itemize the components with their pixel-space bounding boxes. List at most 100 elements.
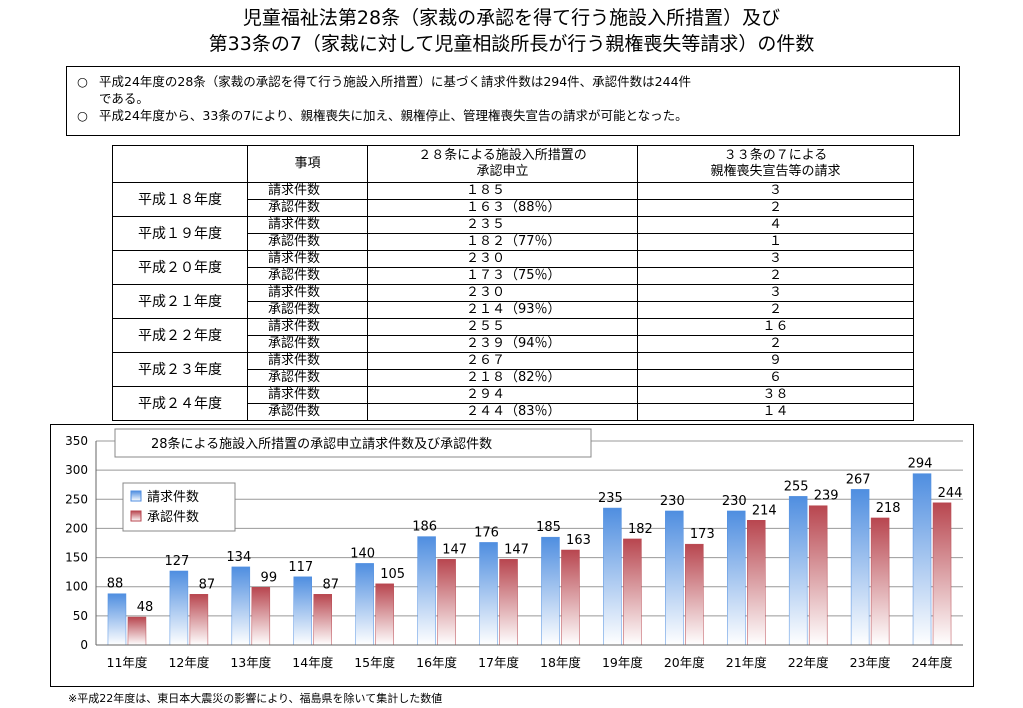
bar-request — [788, 496, 808, 646]
bar-approval — [932, 502, 952, 646]
data-label: 185 — [536, 520, 561, 535]
legend-swatch — [130, 490, 142, 502]
bar-request — [293, 576, 312, 646]
year-cell: 平成２２年度 — [112, 318, 248, 353]
data-label: 255 — [784, 479, 809, 494]
item-cell: 請求件数 — [247, 182, 368, 200]
x-tick-label: 20年度 — [664, 655, 705, 670]
note-1-cont: である。 — [99, 91, 149, 106]
data-label: 218 — [876, 501, 901, 516]
table-row: 承認件数 ２４４（83％） １４ — [113, 403, 914, 421]
table-row: 平成１８年度 請求件数 １８５ ３ — [112, 182, 914, 217]
data-label: 147 — [504, 542, 529, 557]
item-cell: 承認件数 — [247, 267, 368, 285]
bar-approval — [685, 543, 704, 646]
bar-request — [603, 507, 622, 646]
art28-value-cell: １８２（77％） — [367, 233, 638, 251]
data-label: 267 — [846, 472, 871, 487]
page-title-line1: 児童福祉法第28条（家裁の承認を得て行う施設入所措置）及び — [242, 7, 781, 29]
data-label: 235 — [598, 491, 623, 506]
bar-approval — [747, 520, 766, 646]
legend-swatch — [130, 510, 142, 522]
bar-request — [912, 473, 932, 646]
bar-approval — [623, 538, 642, 646]
art33-value-cell: ２ — [637, 267, 914, 285]
art33-value-cell: １ — [637, 233, 914, 251]
y-tick-label: 100 — [65, 580, 88, 594]
art33-value-cell: ４ — [637, 216, 914, 234]
bullet-mark: ○ — [77, 108, 88, 123]
chart-container: 0 50 100 150 200 250 300 350 88 48 11年度 127 87 12年度 13… — [50, 424, 974, 687]
data-label: 230 — [722, 494, 747, 509]
art28-value-cell: ２４４（83％） — [367, 403, 638, 421]
bar-request — [727, 510, 746, 646]
table-row: 承認件数 ２１４（93％） ２ — [113, 301, 914, 319]
table-row: 承認件数 ２１８（82％） ６ — [113, 369, 914, 387]
data-label: 134 — [226, 550, 251, 565]
table-row: 平成２２年度 請求件数 ２５５ １６ — [112, 318, 914, 353]
item-cell: 請求件数 — [247, 318, 368, 336]
data-label: 214 — [752, 503, 777, 518]
art28-value-cell: ２３０ — [367, 284, 638, 302]
bar-request — [231, 566, 251, 646]
table-row: 平成２０年度 請求件数 ２３０ ３ — [112, 250, 914, 285]
bar-request — [479, 542, 498, 646]
art33-value-cell: ２ — [637, 199, 914, 217]
x-tick-label: 19年度 — [602, 655, 643, 670]
art28-value-cell: ２６７ — [367, 352, 638, 370]
item-cell: 承認件数 — [247, 199, 368, 217]
table-row: 平成１９年度 請求件数 ２３５ ４ — [112, 216, 914, 251]
item-cell: 承認件数 — [247, 301, 368, 319]
item-cell: 承認件数 — [247, 369, 368, 387]
table-row: 承認件数 ２３９（94％） ２ — [113, 335, 914, 353]
bullet-mark: ○ — [77, 74, 88, 89]
art33-value-cell: ３８ — [637, 386, 914, 404]
data-label: 127 — [164, 554, 189, 569]
bar-request — [850, 489, 870, 646]
bar-approval — [561, 549, 580, 646]
data-label: 182 — [628, 522, 653, 537]
data-label: 140 — [350, 546, 375, 561]
x-tick-label: 14年度 — [292, 655, 333, 670]
note-2: ○ 平成24年度から、33条の7により、親権喪失に加え、親権停止、管理権喪失宣告… — [77, 107, 949, 124]
header-item: 事項 — [247, 145, 368, 183]
header-art33: ３３条の７による 親権喪失宣告等の請求 — [637, 145, 914, 183]
chart-title-box — [114, 428, 592, 458]
data-label: 105 — [380, 567, 405, 582]
bar-request — [665, 510, 684, 646]
art33-value-cell: ３ — [637, 250, 914, 268]
year-cell: 平成２４年度 — [112, 386, 248, 421]
legend-label: 請求件数 — [147, 490, 199, 505]
data-label: 244 — [938, 486, 963, 501]
data-label: 186 — [412, 520, 437, 535]
art28-value-cell: ２１８（82％） — [367, 369, 638, 387]
data-label: 88 — [107, 577, 124, 592]
art33-value-cell: ３ — [637, 284, 914, 302]
note-1: ○ 平成24年度の28条（家裁の承認を得て行う施設入所措置）に基づく請求件数は2… — [77, 73, 949, 90]
table-row: 平成２４年度 請求件数 ２９４ ３８ — [112, 386, 914, 421]
art28-value-cell: １８５ — [367, 182, 638, 200]
x-tick-label: 23年度 — [850, 655, 891, 670]
bar-request — [355, 563, 374, 646]
bar-approval — [189, 594, 209, 646]
note-2-text: 平成24年度から、33条の7により、親権喪失に加え、親権停止、管理権喪失宣告の請… — [99, 108, 688, 123]
data-label: 239 — [814, 489, 839, 504]
art28-value-cell: １６３（88％） — [367, 199, 638, 217]
bar-approval — [870, 517, 890, 646]
bar-request — [417, 536, 436, 646]
art33-value-cell: ３ — [637, 182, 914, 200]
y-tick-label: 0 — [80, 638, 88, 652]
art28-value-cell: ２５５ — [367, 318, 638, 336]
art28-value-cell: ２９４ — [367, 386, 638, 404]
legend-box — [122, 482, 236, 532]
x-tick-label: 15年度 — [354, 655, 395, 670]
bar-approval — [127, 616, 147, 646]
item-cell: 承認件数 — [247, 403, 368, 421]
data-label: 176 — [474, 525, 499, 540]
art33-value-cell: ２ — [637, 301, 914, 319]
x-tick-label: 12年度 — [168, 655, 209, 670]
year-cell: 平成２１年度 — [112, 284, 248, 319]
x-tick-label: 16年度 — [416, 655, 457, 670]
header-year — [112, 145, 248, 183]
bar-approval — [375, 583, 394, 646]
